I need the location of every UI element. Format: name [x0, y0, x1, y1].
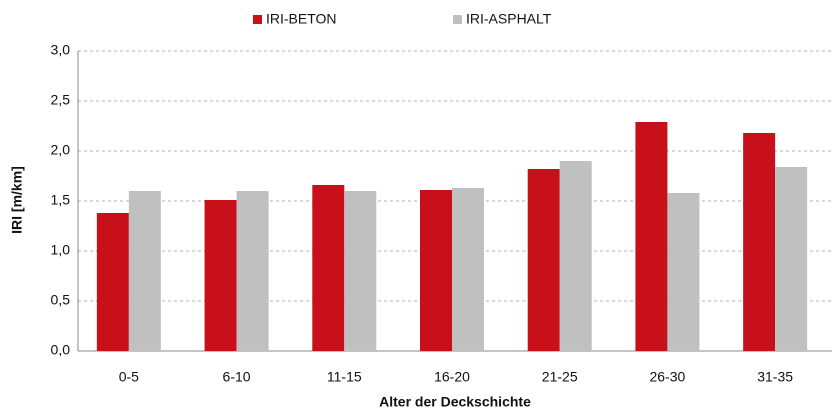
x-tick-label: 0-5	[119, 369, 139, 385]
x-axis-label: Alter der Deckschichte	[379, 394, 531, 410]
y-axis-label: IRI [m/km]	[9, 166, 25, 234]
x-tick-label: 6-10	[223, 369, 251, 385]
bar	[128, 191, 161, 351]
x-tick-label: 16-20	[434, 369, 470, 385]
legend-swatch	[253, 15, 262, 24]
bar	[204, 200, 237, 351]
y-tick-label: 0,0	[51, 342, 71, 358]
y-tick-label: 1,0	[51, 242, 71, 258]
y-tick-label: 2,5	[51, 92, 71, 108]
x-tick-label: 31-35	[757, 369, 793, 385]
x-tick-label: 26-30	[650, 369, 686, 385]
y-tick-label: 1,5	[51, 192, 71, 208]
bar	[559, 161, 592, 351]
bar	[236, 191, 269, 351]
x-tick-label: 21-25	[542, 369, 578, 385]
bar	[452, 188, 484, 351]
bar	[527, 169, 560, 351]
legend-swatch	[453, 15, 462, 24]
bar	[667, 193, 700, 351]
bar	[743, 133, 776, 351]
y-tick-label: 3,0	[51, 42, 71, 58]
bar	[420, 190, 452, 351]
bar	[344, 191, 377, 351]
legend-label: IRI-BETON	[266, 11, 337, 27]
legend-label: IRI-ASPHALT	[466, 11, 552, 27]
y-tick-label: 2,0	[51, 142, 71, 158]
y-tick-label: 0,5	[51, 292, 71, 308]
bar	[312, 185, 345, 351]
bar	[96, 213, 129, 351]
x-tick-label: 11-15	[327, 369, 362, 385]
bar	[775, 167, 808, 351]
bar	[635, 122, 668, 351]
